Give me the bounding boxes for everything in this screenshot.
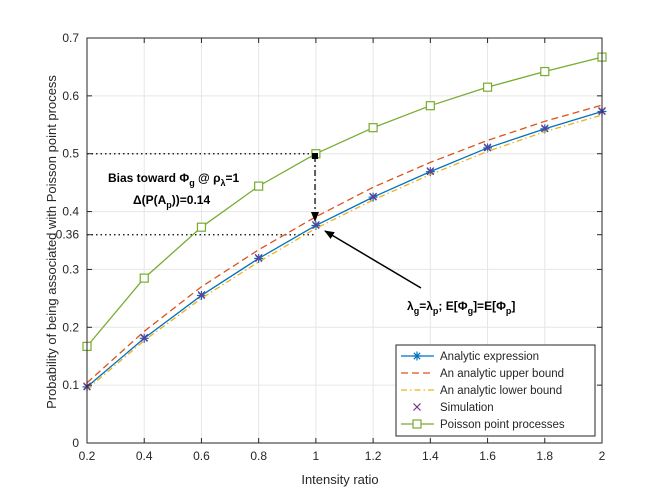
x-tick-label: 1.8	[536, 449, 553, 463]
data-point	[197, 290, 206, 299]
data-point	[482, 82, 493, 92]
y-tick-label: 0.2	[62, 320, 79, 334]
condition-arrow	[324, 230, 422, 289]
y-axis-label: Probability of being associated with Poi…	[44, 75, 59, 409]
legend-item: Simulation	[413, 402, 494, 414]
data-point	[139, 273, 149, 283]
y-tick-label: 0	[72, 436, 79, 450]
cond-c: ; E[Φ	[438, 299, 467, 313]
y-tick-label: 0.7	[62, 31, 79, 45]
series-an-analytic-upper-bound	[86, 104, 603, 384]
bias-text-b: @ ρ	[195, 171, 221, 185]
data-point	[540, 66, 550, 77]
legend-label: An analytic lower bound	[440, 385, 562, 397]
data-point	[140, 333, 149, 342]
y-tick-label: 0.36	[56, 228, 80, 242]
legend-item: Poisson point processes	[401, 419, 565, 431]
legend-marker	[412, 419, 422, 429]
x-tick-label: 1.6	[479, 449, 496, 463]
legend-item: An analytic lower bound	[401, 385, 562, 397]
legend-item: Analytic expression	[401, 351, 539, 363]
series-an-analytic-lower-bound	[86, 114, 603, 390]
delta-sub-p: p	[166, 200, 172, 210]
x-tick-label: 0.4	[136, 449, 153, 463]
y-tick-label: 0.3	[62, 262, 79, 276]
data-point	[426, 167, 435, 175]
bias-sub-lambda: λ	[221, 178, 226, 188]
cond-d-sub: p	[506, 306, 512, 316]
cond-a-sub: g	[414, 306, 420, 316]
y-tick-label: 0.4	[62, 205, 79, 219]
cond-b-sub: p	[433, 306, 439, 316]
series-line	[86, 56, 603, 347]
x-tick-label: 0.2	[79, 449, 96, 463]
bias-text-a: Bias toward Φ	[108, 171, 189, 185]
series-line	[86, 104, 603, 384]
bias-annotation-line2: Δ(P(Ap))=0.14	[133, 193, 210, 210]
data-point	[254, 181, 264, 191]
y-tick-label: 0.5	[62, 147, 79, 161]
x-tick-label: 1	[313, 449, 320, 463]
condition-annotation: λg=λp; E[Φg]=E[Φp]	[407, 299, 515, 316]
bias-sub-g: g	[189, 178, 195, 188]
data-point	[369, 192, 378, 201]
legend-marker	[412, 351, 422, 361]
bias-annotation-line1: Bias toward Φg @ ρλ=1	[108, 171, 240, 188]
tick-labels: 0.2 0.4 0.6 0.8 1 1.2 1.4 1.6 1.8 2 0 0.1 0.2 0.3 0.36…	[56, 31, 606, 463]
bias-text-c: =1	[226, 171, 240, 185]
legend-item: An analytic upper bound	[401, 368, 564, 380]
legend-label: An analytic upper bound	[440, 368, 564, 380]
series-line	[86, 110, 603, 388]
y-tick-label: 0.6	[62, 89, 79, 103]
x-tick-label: 2	[599, 449, 606, 463]
data-point	[368, 123, 378, 133]
data-point	[311, 220, 320, 229]
bias-arrow-start-marker	[312, 153, 318, 159]
legend: Analytic expression An analytic upper bou…	[395, 344, 596, 437]
cond-c-sub: g	[468, 306, 474, 316]
x-tick-label: 0.8	[250, 449, 267, 463]
series-line	[86, 114, 603, 390]
cond-b: =λ	[419, 299, 433, 313]
data-point	[254, 253, 263, 262]
data-point	[483, 143, 492, 152]
x-tick-label: 1.2	[365, 449, 382, 463]
axes	[86, 37, 603, 444]
cond-a: λ	[407, 299, 414, 313]
legend-label: Simulation	[440, 402, 494, 414]
plot-frame	[86, 37, 603, 444]
cond-e: ]	[511, 299, 515, 313]
data-point	[196, 222, 207, 232]
x-axis-label: Intensity ratio	[301, 472, 378, 487]
series-group	[82, 52, 607, 392]
x-tick-label: 1.4	[422, 449, 439, 463]
data-point	[425, 101, 435, 111]
legend-marker	[413, 403, 421, 411]
delta-text-b: ))=0.14	[172, 193, 211, 207]
legend-label: Poisson point processes	[440, 419, 565, 431]
y-tick-label: 0.1	[62, 378, 79, 392]
data-point	[540, 124, 549, 133]
x-tick-label: 0.6	[193, 449, 210, 463]
legend-label: Analytic expression	[440, 351, 539, 363]
cond-d: ]=E[Φ	[473, 299, 506, 313]
delta-text-a: Δ(P(A	[133, 193, 167, 207]
